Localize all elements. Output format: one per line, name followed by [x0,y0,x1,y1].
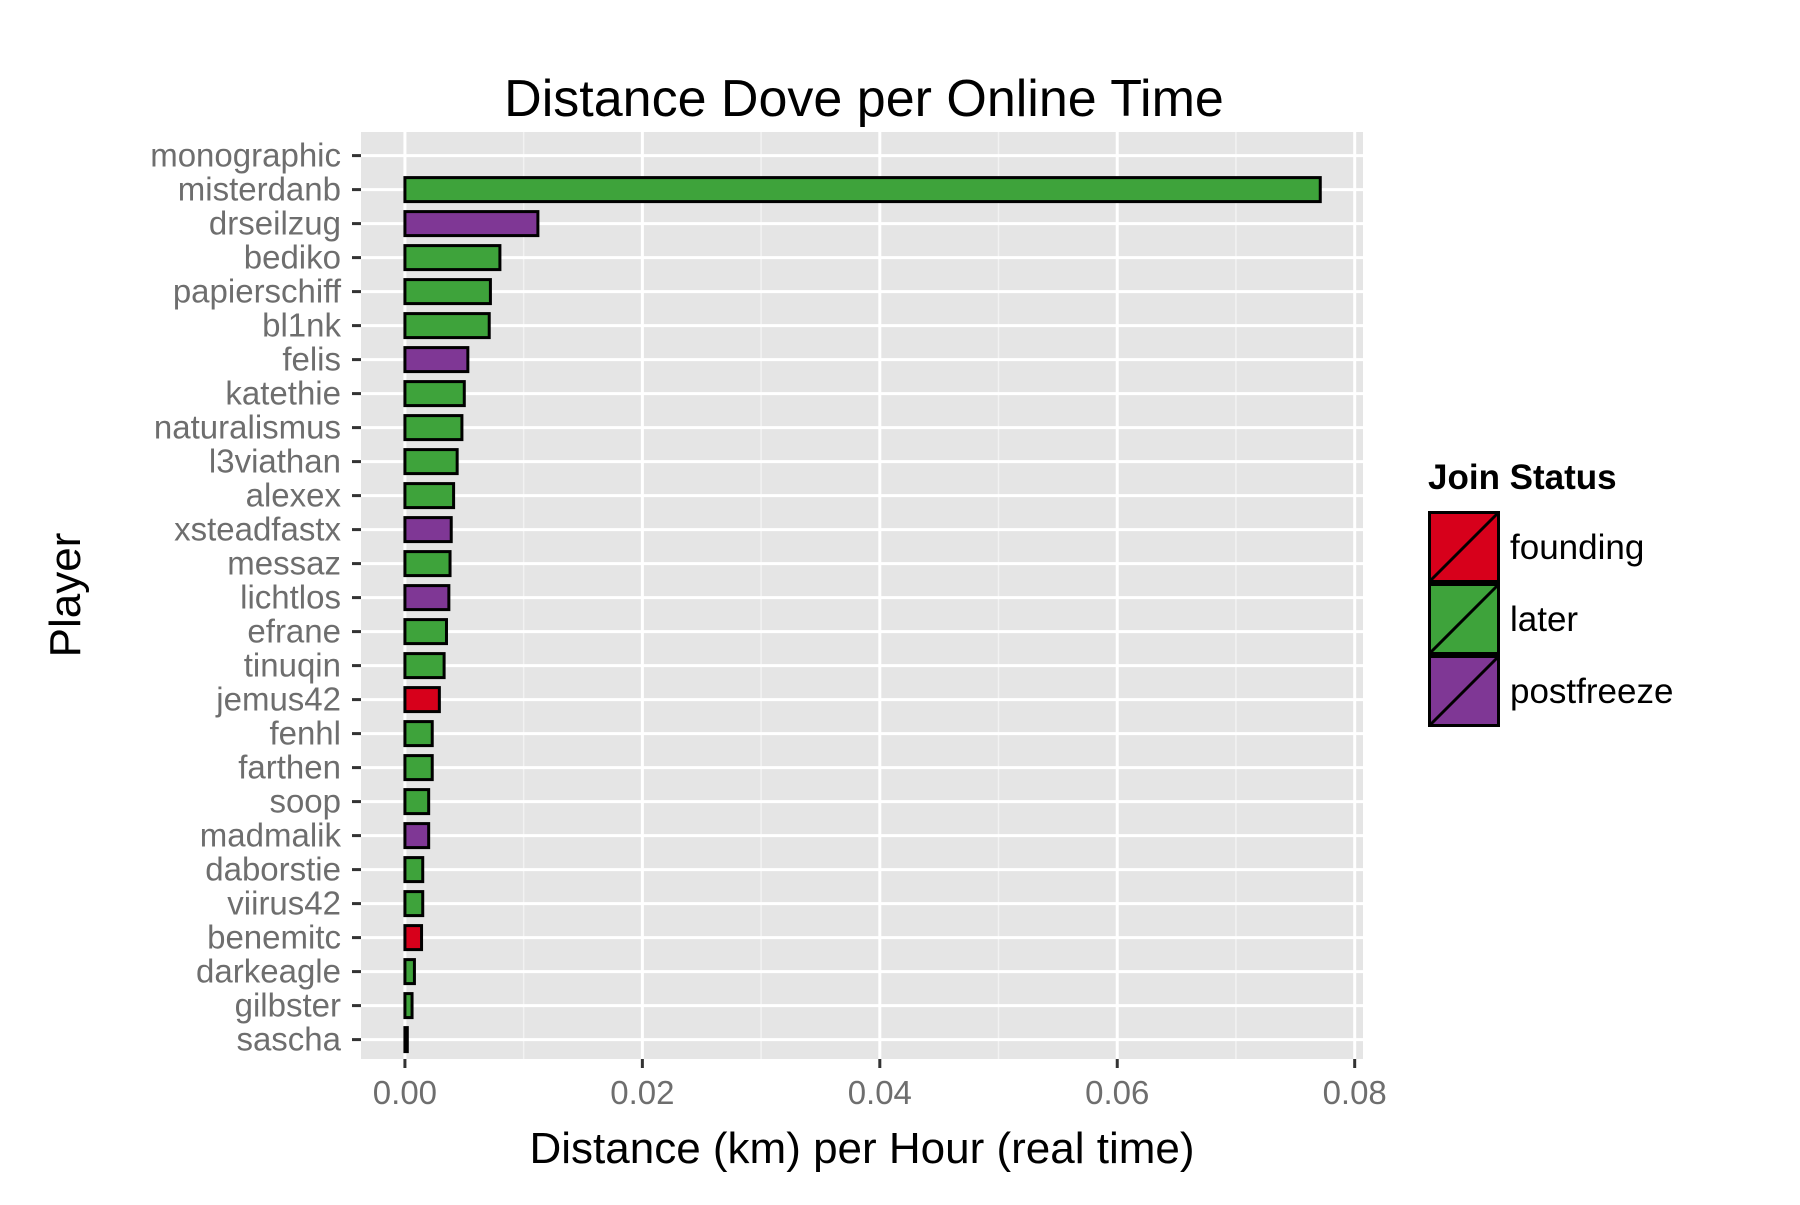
y-tick-label: farthen [238,749,341,786]
bar-gilbster [403,992,414,1020]
x-tick-label: 0.04 [848,1074,912,1111]
y-tick-label: bediko [244,239,341,276]
bar-sascha [403,1026,409,1054]
y-tick-label: viirus42 [227,885,341,922]
bar-jemus42 [403,686,441,714]
bar-viirus42 [403,890,425,918]
bar-bl1nk [403,312,491,340]
bar-papierschiff [403,278,492,306]
y-tick-label: felis [282,341,341,378]
bar-efrane [403,618,448,646]
y-axis: monographicmisterdanbdrseilzugbedikopapi… [150,137,361,1058]
y-tick-label: tinuqin [244,647,341,684]
bar-felis [403,346,470,374]
bars [403,176,1322,1054]
y-tick-label: benemitc [207,919,341,956]
bar-l3viathan [403,448,459,476]
plot-background [361,132,1363,1059]
x-tick-label: 0.02 [610,1074,674,1111]
y-tick-label: messaz [227,545,341,582]
y-tick-label: drseilzug [209,205,341,242]
bar-bediko [403,244,502,272]
bar-darkeagle [403,958,416,986]
y-tick-label: papierschiff [173,273,342,310]
legend-label-founding: founding [1510,528,1644,567]
y-tick-label: bl1nk [262,307,341,344]
bar-katethie [403,380,466,408]
x-axis: 0.00 0.02 0.04 0.06 0.08 [373,1059,1387,1111]
bar-madmalik [403,822,431,850]
legend-swatch-slash [1428,655,1500,727]
y-tick-label: darkeagle [196,953,341,990]
bar-fenhl [403,720,434,748]
bar-lichtlos [403,584,451,612]
y-tick-label: soop [269,783,341,820]
y-tick-label: jemus42 [215,681,341,718]
bar-tinuqin [403,652,446,680]
bar-messaz [403,550,452,578]
y-tick-label: daborstie [205,851,341,888]
bar-farthen [403,754,434,782]
y-tick-label: lichtlos [240,579,341,616]
bar-naturalismus [403,414,464,442]
legend-swatch-slash [1428,583,1500,655]
y-tick-label: misterdanb [178,171,341,208]
bar-misterdanb [403,176,1322,204]
y-tick-label: monographic [150,137,341,174]
bar-benemitc [403,924,424,952]
y-tick-label: sascha [236,1021,341,1058]
bar-xsteadfastx [403,516,453,544]
legend: Join Status founding later postfreeze [1428,458,1673,727]
legend-title: Join Status [1428,458,1617,497]
chart-title: Distance Dove per Online Time [504,70,1224,128]
y-tick-label: naturalismus [154,409,341,446]
x-tick-label: 0.00 [373,1074,437,1111]
x-tick-label: 0.06 [1085,1074,1149,1111]
bar-soop [403,788,431,816]
bar-drseilzug [403,210,540,238]
x-tick-label: 0.08 [1323,1074,1387,1111]
y-tick-label: gilbster [235,987,341,1024]
y-tick-label: fenhl [269,715,341,752]
bar-alexex [403,482,456,510]
y-tick-label: l3viathan [209,443,341,480]
legend-label-later: later [1510,600,1578,639]
legend-swatch-slash [1428,511,1500,583]
bar-daborstie [403,856,425,884]
y-tick-label: madmalik [200,817,342,854]
y-tick-label: xsteadfastx [174,511,341,548]
legend-label-postfreeze: postfreeze [1510,672,1673,711]
y-tick-label: katethie [225,375,341,412]
y-tick-label: alexex [246,477,342,514]
y-tick-label: efrane [247,613,341,650]
x-axis-title: Distance (km) per Hour (real time) [529,1124,1194,1173]
y-axis-title: Player [41,533,90,658]
